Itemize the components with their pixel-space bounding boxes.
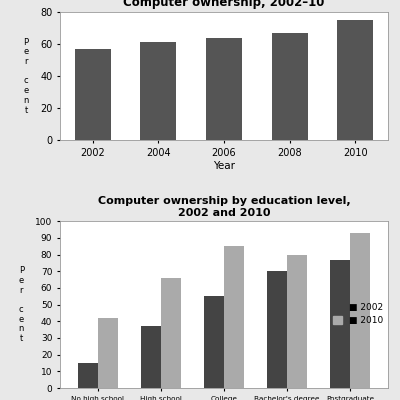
Bar bbox=[141, 326, 161, 388]
Bar bbox=[75, 49, 111, 140]
Bar bbox=[140, 42, 176, 140]
X-axis label: Year: Year bbox=[213, 161, 235, 171]
Bar bbox=[78, 363, 98, 388]
Y-axis label: P
e
r
 
c
e
n
t: P e r c e n t bbox=[24, 38, 29, 114]
Bar bbox=[204, 296, 224, 388]
Bar bbox=[206, 38, 242, 140]
Title: Computer ownership by education level,
2002 and 2010: Computer ownership by education level, 2… bbox=[98, 196, 350, 218]
Bar bbox=[161, 278, 181, 388]
Bar bbox=[267, 271, 287, 388]
Bar bbox=[337, 20, 373, 140]
Bar bbox=[224, 246, 244, 388]
Bar bbox=[330, 260, 350, 388]
Bar bbox=[272, 33, 308, 140]
Legend: ■ 2002, ■ 2010: ■ 2002, ■ 2010 bbox=[333, 303, 384, 325]
Y-axis label: P
e
r
 
c
e
n
t: P e r c e n t bbox=[18, 266, 24, 343]
Bar bbox=[350, 233, 370, 388]
Bar bbox=[287, 255, 307, 388]
Bar bbox=[98, 318, 118, 388]
Title: Computer ownership, 2002–10: Computer ownership, 2002–10 bbox=[123, 0, 325, 10]
